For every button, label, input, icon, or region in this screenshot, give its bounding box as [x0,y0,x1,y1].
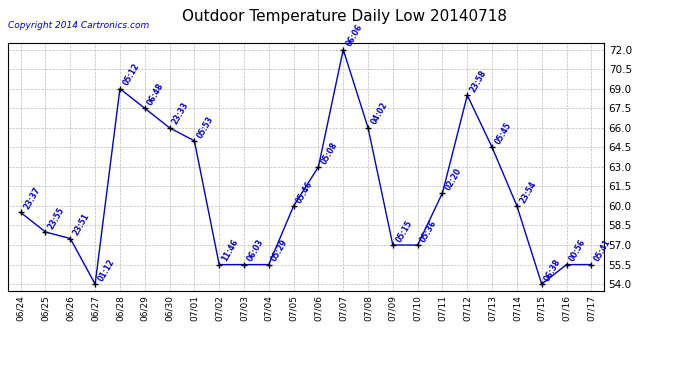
Text: 05:41: 05:41 [593,238,613,263]
Text: 23:33: 23:33 [171,101,190,126]
Text: 23:51: 23:51 [72,212,91,237]
Text: 06:48: 06:48 [146,81,166,107]
Text: 02:20: 02:20 [444,166,464,192]
Text: 06:06: 06:06 [344,23,364,48]
Text: 05:46: 05:46 [295,179,315,205]
Text: 05:15: 05:15 [394,219,414,244]
Text: 05:45: 05:45 [493,121,513,146]
Text: 23:37: 23:37 [22,186,42,211]
Text: 04:02: 04:02 [369,101,389,126]
Text: 23:55: 23:55 [47,206,66,231]
Text: 05:08: 05:08 [319,140,339,166]
Text: 23:58: 23:58 [469,69,489,94]
Text: 05:36: 05:36 [419,219,439,244]
Text: Outdoor Temperature Daily Low 20140718: Outdoor Temperature Daily Low 20140718 [182,9,508,24]
Text: 11:46: 11:46 [220,238,240,263]
Text: Copyright 2014 Cartronics.com: Copyright 2014 Cartronics.com [8,21,150,30]
Text: 05:29: 05:29 [270,238,290,263]
Text: 00:56: 00:56 [568,238,588,263]
Text: 01:12: 01:12 [97,257,116,283]
Text: 23:54: 23:54 [518,179,538,205]
Text: 05:53: 05:53 [195,114,215,140]
Text: 06:38: 06:38 [543,257,563,283]
Text: 05:12: 05:12 [121,62,141,87]
Text: Temperature  (°F): Temperature (°F) [601,25,690,34]
Text: 06:03: 06:03 [245,238,265,263]
